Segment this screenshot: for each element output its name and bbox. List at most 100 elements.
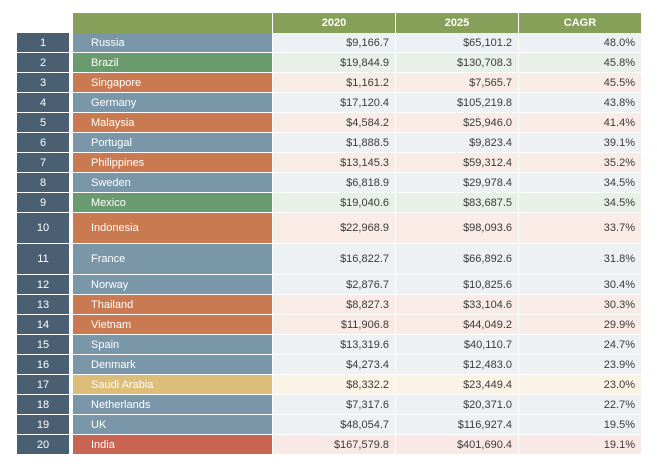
value-2025-cell: $65,101.2 <box>396 33 519 53</box>
rank-cell: 9 <box>17 193 73 213</box>
cagr-cell: 29.9% <box>519 315 642 335</box>
country-cell: Netherlands <box>73 395 273 415</box>
value-2025-cell: $105,219.8 <box>396 93 519 113</box>
table-row[interactable]: 4 Germany $17,120.4 $105,219.8 43.8% <box>17 93 642 113</box>
country-cell: Malaysia <box>73 113 273 133</box>
value-2020-cell: $13,319.6 <box>273 335 396 355</box>
table-row[interactable]: 3 Singapore $1,161.2 $7,565.7 45.5% <box>17 73 642 93</box>
country-cell: India <box>73 435 273 455</box>
value-2020-cell: $13,145.3 <box>273 153 396 173</box>
value-2020-cell: $6,818.9 <box>273 173 396 193</box>
table-row[interactable]: 17 Saudi Arabia $8,332.2 $23,449.4 23.0% <box>17 375 642 395</box>
table-row[interactable]: 15 Spain $13,319.6 $40,110.7 24.7% <box>17 335 642 355</box>
header-2025[interactable]: 2025 <box>396 13 519 33</box>
rank-cell: 16 <box>17 355 73 375</box>
table-row[interactable]: 1 Russia $9,166.7 $65,101.2 48.0% <box>17 33 642 53</box>
table-row[interactable]: 9 Mexico $19,040.6 $83,687.5 34.5% <box>17 193 642 213</box>
table-row[interactable]: 8 Sweden $6,818.9 $29,978.4 34.5% <box>17 173 642 193</box>
cagr-cell: 34.5% <box>519 193 642 213</box>
value-2025-cell: $12,483.0 <box>396 355 519 375</box>
rank-cell: 2 <box>17 53 73 73</box>
table-row[interactable]: 5 Malaysia $4,584.2 $25,946.0 41.4% <box>17 113 642 133</box>
header-country-blank <box>73 13 273 33</box>
country-cell: France <box>73 244 273 275</box>
table-row[interactable]: 2 Brazil $19,844.9 $130,708.3 45.8% <box>17 53 642 73</box>
rank-cell: 6 <box>17 133 73 153</box>
cagr-cell: 24.7% <box>519 335 642 355</box>
table-row[interactable]: 7 Philippines $13,145.3 $59,312.4 35.2% <box>17 153 642 173</box>
rank-cell: 7 <box>17 153 73 173</box>
value-2025-cell: $23,449.4 <box>396 375 519 395</box>
value-2020-cell: $16,822.7 <box>273 244 396 275</box>
table-row[interactable]: 19 UK $48,054.7 $116,927.4 19.5% <box>17 415 642 435</box>
value-2025-cell: $116,927.4 <box>396 415 519 435</box>
cagr-cell: 45.5% <box>519 73 642 93</box>
country-cell: Singapore <box>73 73 273 93</box>
value-2025-cell: $59,312.4 <box>396 153 519 173</box>
value-2025-cell: $7,565.7 <box>396 73 519 93</box>
country-cell: Spain <box>73 335 273 355</box>
rank-cell: 4 <box>17 93 73 113</box>
table-row[interactable]: 6 Portugal $1,888.5 $9,823.4 39.1% <box>17 133 642 153</box>
country-cell: Portugal <box>73 133 273 153</box>
value-2025-cell: $10,825.6 <box>396 275 519 295</box>
cagr-cell: 19.1% <box>519 435 642 455</box>
value-2025-cell: $130,708.3 <box>396 53 519 73</box>
value-2025-cell: $66,892.6 <box>396 244 519 275</box>
table-row[interactable]: 11 France $16,822.7 $66,892.6 31.8% <box>17 244 642 275</box>
value-2025-cell: $83,687.5 <box>396 193 519 213</box>
rank-cell: 20 <box>17 435 73 455</box>
value-2025-cell: $401,690.4 <box>396 435 519 455</box>
value-2020-cell: $4,584.2 <box>273 113 396 133</box>
rank-cell: 5 <box>17 113 73 133</box>
cagr-cell: 45.8% <box>519 53 642 73</box>
value-2020-cell: $22,968.9 <box>273 213 396 244</box>
value-2020-cell: $8,827.3 <box>273 295 396 315</box>
cagr-cell: 34.5% <box>519 173 642 193</box>
cagr-cell: 23.0% <box>519 375 642 395</box>
value-2025-cell: $98,093.6 <box>396 213 519 244</box>
cagr-cell: 22.7% <box>519 395 642 415</box>
cagr-cell: 41.4% <box>519 113 642 133</box>
header-2020[interactable]: 2020 <box>273 13 396 33</box>
country-cell: Germany <box>73 93 273 113</box>
rank-cell: 11 <box>17 244 73 275</box>
value-2020-cell: $9,166.7 <box>273 33 396 53</box>
value-2025-cell: $20,371.0 <box>396 395 519 415</box>
cagr-cell: 43.8% <box>519 93 642 113</box>
cagr-cell: 30.3% <box>519 295 642 315</box>
value-2020-cell: $19,040.6 <box>273 193 396 213</box>
value-2020-cell: $48,054.7 <box>273 415 396 435</box>
value-2020-cell: $2,876.7 <box>273 275 396 295</box>
value-2020-cell: $7,317.6 <box>273 395 396 415</box>
value-2020-cell: $1,161.2 <box>273 73 396 93</box>
cagr-cell: 23.9% <box>519 355 642 375</box>
country-cell: Denmark <box>73 355 273 375</box>
value-2025-cell: $25,946.0 <box>396 113 519 133</box>
table-body: 1 Russia $9,166.7 $65,101.2 48.0% 2 Brazil $19,… <box>17 33 642 455</box>
table-row[interactable]: 20 India $167,579.8 $401,690.4 19.1% <box>17 435 642 455</box>
value-2025-cell: $9,823.4 <box>396 133 519 153</box>
ranking-table: 2020 2025 CAGR 1 Russia $9,166.7 $65,101.2 4… <box>17 13 642 455</box>
table-row[interactable]: 18 Netherlands $7,317.6 $20,371.0 22.7% <box>17 395 642 415</box>
rank-cell: 14 <box>17 315 73 335</box>
table-row[interactable]: 16 Denmark $4,273.4 $12,483.0 23.9% <box>17 355 642 375</box>
value-2020-cell: $17,120.4 <box>273 93 396 113</box>
country-cell: Thailand <box>73 295 273 315</box>
cagr-cell: 31.8% <box>519 244 642 275</box>
table-row[interactable]: 13 Thailand $8,827.3 $33,104.6 30.3% <box>17 295 642 315</box>
country-cell: Mexico <box>73 193 273 213</box>
header-row: 2020 2025 CAGR <box>17 13 642 33</box>
value-2020-cell: $1,888.5 <box>273 133 396 153</box>
rank-cell: 12 <box>17 275 73 295</box>
cagr-cell: 39.1% <box>519 133 642 153</box>
country-cell: Saudi Arabia <box>73 375 273 395</box>
table-row[interactable]: 14 Vietnam $11,906.8 $44,049.2 29.9% <box>17 315 642 335</box>
rank-cell: 18 <box>17 395 73 415</box>
header-cagr[interactable]: CAGR <box>519 13 642 33</box>
value-2020-cell: $19,844.9 <box>273 53 396 73</box>
country-cell: Vietnam <box>73 315 273 335</box>
table-row[interactable]: 12 Norway $2,876.7 $10,825.6 30.4% <box>17 275 642 295</box>
country-cell: Norway <box>73 275 273 295</box>
table-row[interactable]: 10 Indonesia $22,968.9 $98,093.6 33.7% <box>17 213 642 244</box>
